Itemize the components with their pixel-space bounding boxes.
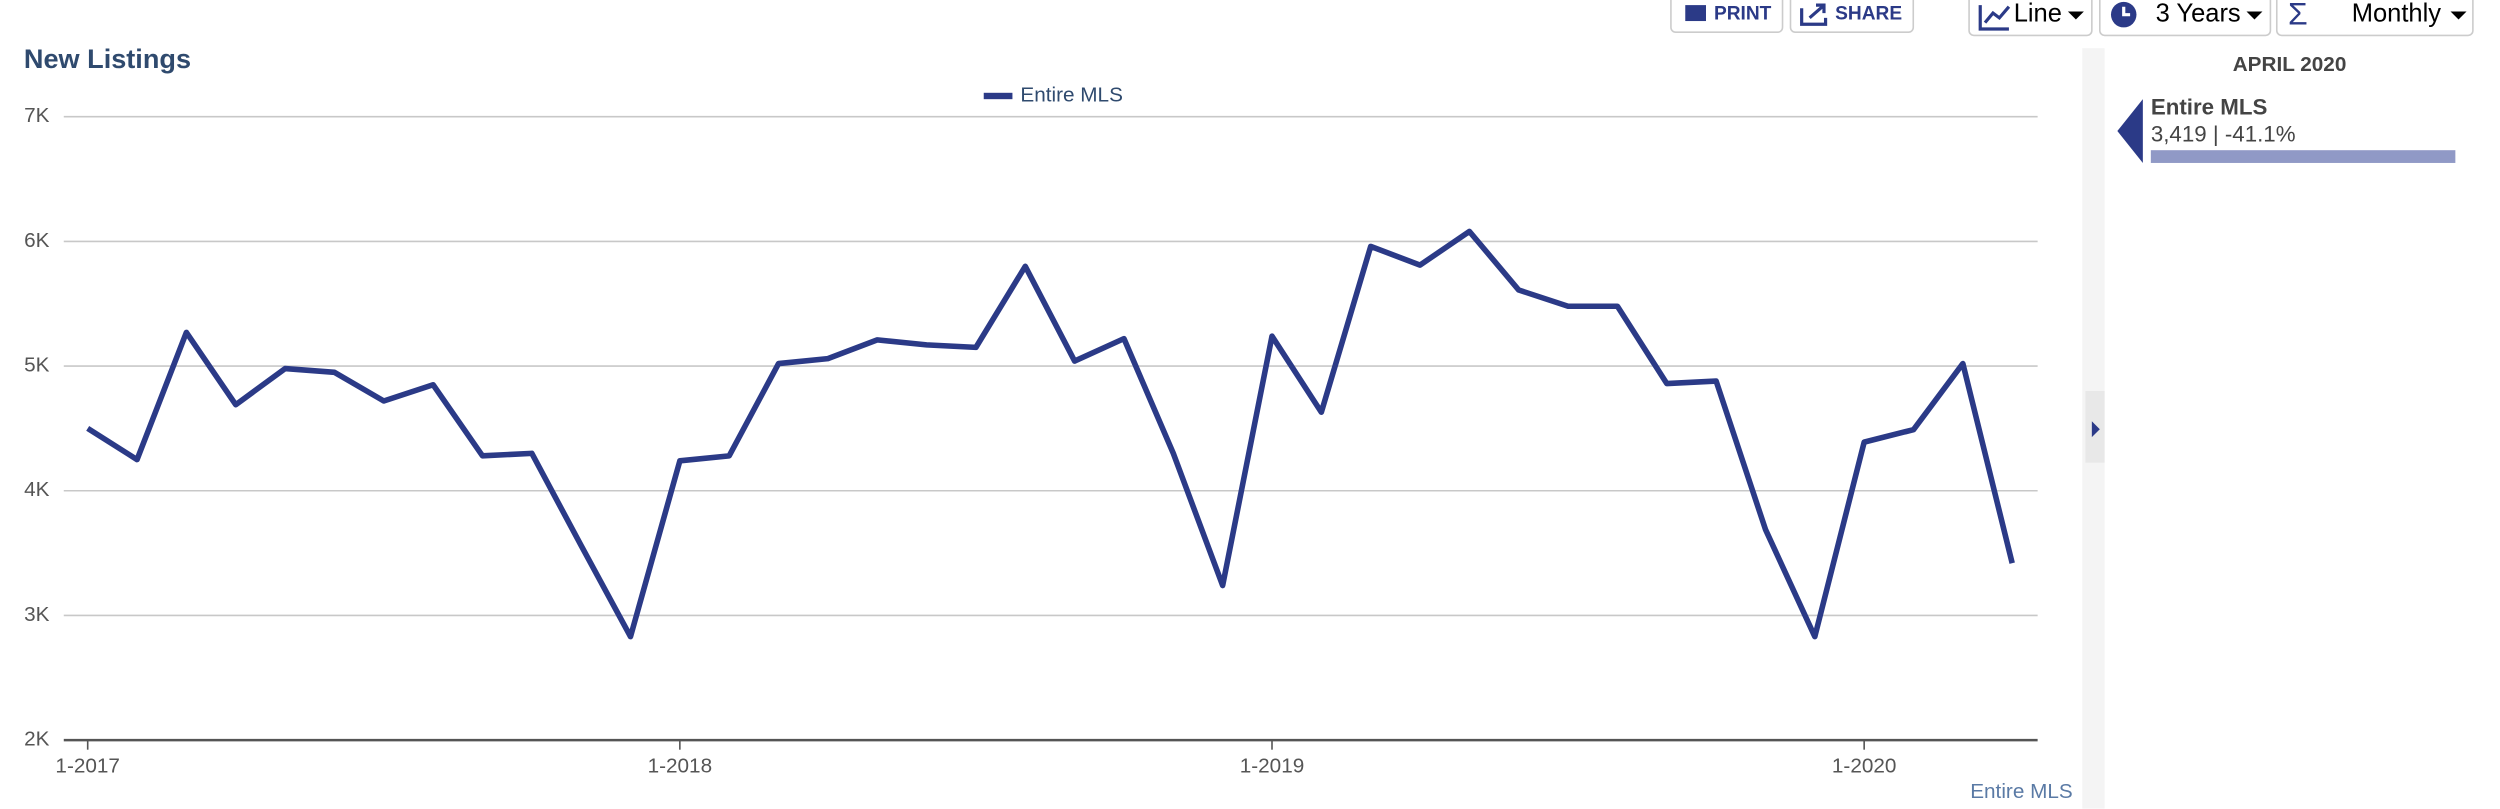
chart-type-dropdown[interactable]: [1968, 0, 2093, 37]
panel-value: 3,419 | -41.1%: [2151, 122, 2296, 147]
y-tick-label: 4K: [24, 478, 50, 501]
chart-title: New Listings: [24, 43, 191, 74]
x-tick-label: 1-2018: [648, 755, 713, 778]
line-icon: [1978, 5, 2011, 31]
period-label: Monthly: [2352, 0, 2442, 27]
panel-period: APRIL 2020: [2233, 53, 2347, 76]
chart-type-label: Line: [2014, 0, 2062, 27]
y-tick-label: 7K: [24, 104, 50, 127]
caret: [2246, 11, 2263, 20]
y-tick-label: 2K: [24, 728, 50, 751]
legend-label: Entire MLS: [1020, 83, 1122, 106]
panel-bar: [2150, 150, 2456, 163]
legend-swatch: [983, 92, 1013, 100]
panel-name: Entire MLS: [2151, 95, 2268, 120]
share-icon: [1800, 3, 1828, 26]
side-panel: APRIL 2020 Entire MLS 3,419 | -41.1%: [2117, 53, 2456, 163]
share-label: SHARE: [1835, 4, 1902, 25]
period-dropdown[interactable]: [2275, 0, 2474, 37]
clock-hands: [2122, 6, 2131, 17]
print-label: PRINT: [1714, 4, 1772, 25]
range-dropdown[interactable]: [2099, 0, 2272, 37]
y-tick-label: 6K: [24, 229, 50, 252]
source-label: Entire MLS: [1970, 780, 2072, 803]
sigma-icon: Σ: [2288, 0, 2308, 32]
range-label: 3 Years: [2156, 0, 2241, 27]
y-tick-label: 5K: [24, 354, 50, 377]
toggle-arrow: [2091, 421, 2100, 438]
x-tick-label: 1-2017: [55, 755, 120, 778]
panel-pointer: [2117, 99, 2143, 163]
caret: [2067, 11, 2084, 20]
series-line: [86, 228, 2015, 640]
x-tick-label: 1-2019: [1240, 755, 1305, 778]
y-tick-label: 3K: [24, 603, 50, 626]
x-tick-label: 1-2020: [1832, 755, 1897, 778]
caret: [2450, 11, 2467, 20]
toolbar: PRINT SHARE Line 3 Years Σ Monthly: [1670, 0, 2474, 37]
print-icon: [1685, 5, 1706, 22]
